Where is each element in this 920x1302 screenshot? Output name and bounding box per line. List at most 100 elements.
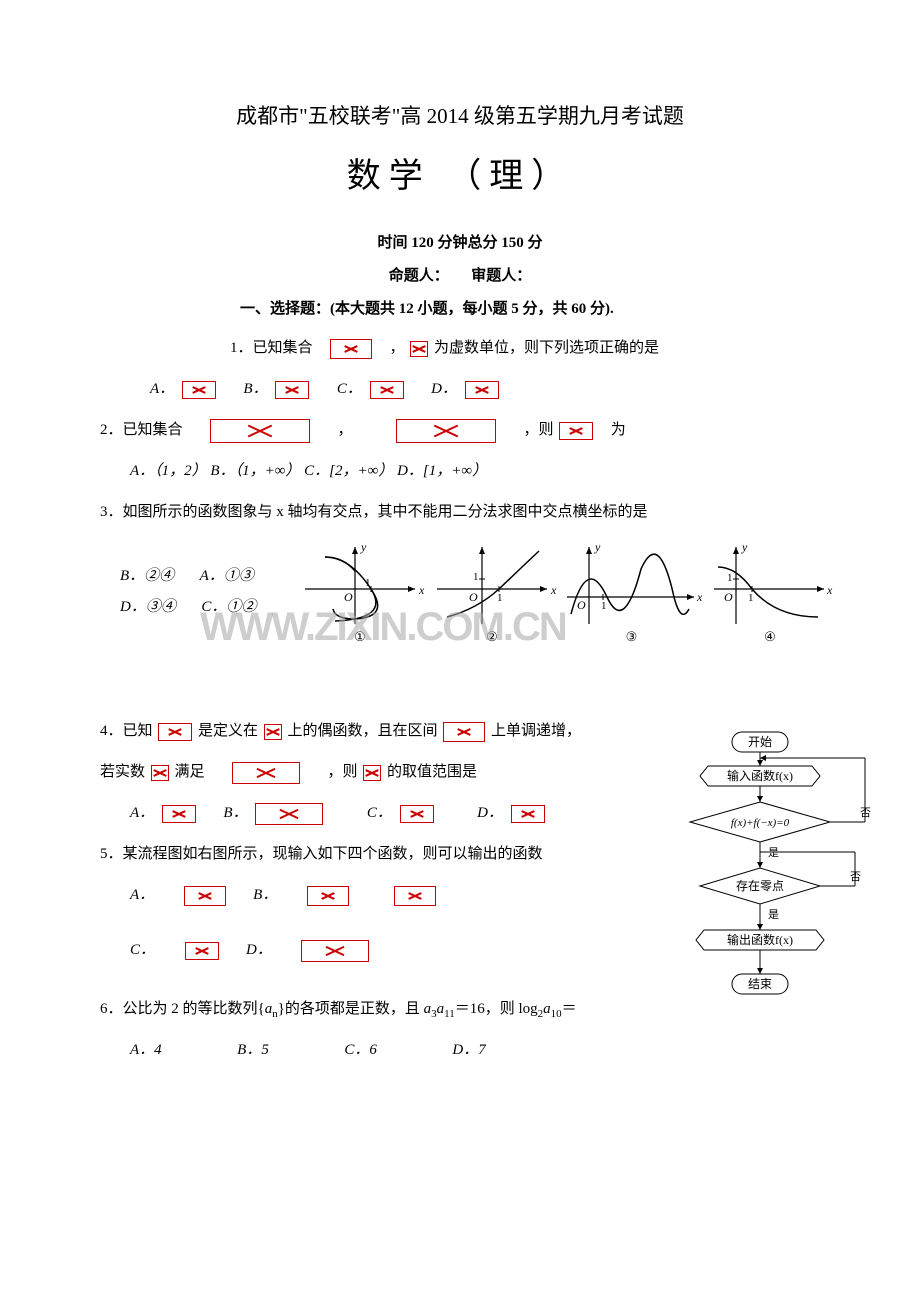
missing-image-icon: [210, 419, 310, 443]
missing-image-icon: [301, 940, 369, 962]
svg-text:f(x)+f(−x)=0: f(x)+f(−x)=0: [731, 817, 790, 829]
q2-stem: 2．已知集合 ， ，则 为: [100, 414, 820, 447]
q6-opt-a: A．4: [130, 1042, 162, 1058]
q2-opt-a: A．（1，2）: [130, 463, 207, 479]
q4-opt-c: C．: [367, 805, 392, 821]
q5-options-row1: A． B．: [130, 879, 610, 912]
q3-graphs-row: B．②④ A．①③ D．③④ C．①② x y O 1: [100, 539, 820, 645]
svg-text:y: y: [594, 540, 601, 554]
q3-graph-1: x y O 1 ①: [295, 539, 425, 645]
exam-title-line2: 数学 （理）: [100, 148, 820, 197]
q5-opt-b: B．: [253, 887, 277, 903]
q3-graph-3: x y O 1 ③: [559, 539, 704, 645]
q6-s11: 11: [444, 1008, 455, 1020]
q6-a10: a: [543, 1001, 551, 1017]
missing-image-icon: [275, 381, 309, 399]
q4-c: 上的偶函数，且在区间: [288, 723, 438, 739]
missing-image-icon: [182, 381, 216, 399]
missing-image-icon: [184, 886, 226, 906]
q1-opt-b: B．: [243, 381, 267, 397]
q5-opt-d: D．: [246, 942, 272, 958]
missing-image-icon: [559, 422, 593, 440]
svg-text:x: x: [826, 583, 833, 597]
svg-text:y: y: [741, 540, 748, 554]
q2-text-a: 2．已知集合: [100, 422, 183, 438]
q6-opt-b: B．5: [237, 1042, 269, 1058]
svg-text:结束: 结束: [748, 977, 772, 991]
q3-graph3-label: ③: [559, 629, 704, 645]
missing-image-icon: [400, 805, 434, 823]
svg-text:1: 1: [727, 572, 733, 584]
svg-text:O: O: [344, 590, 353, 604]
missing-image-icon: [185, 942, 219, 960]
svg-text:是: 是: [768, 908, 779, 921]
q1-stem: 1．已知集合 ， 为虚数单位，则下列选项正确的是: [230, 332, 820, 365]
q4-opt-b: B．: [223, 805, 247, 821]
q1-opt-d: D．: [431, 381, 457, 397]
missing-image-icon: [264, 724, 282, 740]
q1-text-c: 为虚数单位，则下列选项正确的是: [434, 340, 659, 356]
svg-text:开始: 开始: [748, 735, 772, 749]
q1-text-b: ，: [390, 340, 405, 356]
q3-opt-d: D．③④: [120, 599, 176, 615]
q4-options: A． B． C． D．: [130, 797, 610, 830]
missing-image-icon: [232, 762, 300, 784]
q6-a: 6．公比为 2 的等比数列{: [100, 1001, 265, 1017]
q5-options-row2: C． D．: [130, 934, 610, 967]
svg-text:1: 1: [601, 600, 607, 612]
q1-opt-a: A．: [150, 381, 174, 397]
missing-image-icon: [151, 765, 169, 781]
section-1-header: 一、选择题：(本大题共 12 小题，每小题 5 分，共 60 分).: [240, 297, 820, 318]
svg-text:O: O: [469, 590, 478, 604]
q4-g: ，则: [328, 764, 358, 780]
missing-image-icon: [162, 805, 196, 823]
q4-b: 是定义在: [198, 723, 258, 739]
q3-graph4-label: ④: [706, 629, 834, 645]
svg-text:O: O: [577, 598, 586, 612]
q2-text-b: ，: [338, 422, 353, 438]
svg-text:O: O: [724, 590, 733, 604]
q1-opt-c: C．: [337, 381, 362, 397]
q4-a: 4．已知: [100, 723, 153, 739]
exam-authors: 命题人： 审题人：: [100, 264, 820, 285]
q6-b: }的各项都是正数，且: [278, 1001, 424, 1017]
missing-image-icon: [307, 886, 349, 906]
q6-options: A．4 B．5 C．6 D．7: [130, 1034, 820, 1067]
svg-text:输入函数f(x): 输入函数f(x): [727, 768, 793, 783]
q4-stem-line2: 若实数 满足 ，则 的取值范围是: [100, 756, 610, 789]
q4-d: 上单调递增，: [491, 723, 581, 739]
svg-text:1: 1: [748, 592, 754, 604]
q4-h: 的取值范围是: [387, 764, 477, 780]
q3-graph-2: x O 1 1 ②: [427, 539, 557, 645]
missing-image-icon: [396, 419, 496, 443]
q2-options: A．（1，2） B．（1，+∞） C．[2，+∞） D．[1，+∞）: [130, 455, 820, 488]
missing-image-icon: [465, 381, 499, 399]
q6-opt-d: D．7: [452, 1042, 485, 1058]
q4-opt-a: A．: [130, 805, 154, 821]
missing-image-icon: [443, 722, 485, 742]
q2-opt-d: D．[1，+∞）: [397, 463, 487, 479]
missing-image-icon: [330, 339, 372, 359]
svg-text:x: x: [550, 583, 557, 597]
missing-image-icon: [363, 765, 381, 781]
svg-text:1: 1: [473, 571, 479, 583]
svg-text:y: y: [360, 540, 367, 554]
svg-text:1: 1: [497, 592, 503, 604]
q4-opt-d: D．: [477, 805, 503, 821]
svg-text:x: x: [418, 583, 425, 597]
missing-image-icon: [410, 341, 428, 357]
q4-stem-line1: 4．已知 是定义在 上的偶函数，且在区间 上单调递增，: [100, 715, 610, 748]
missing-image-icon: [394, 886, 436, 906]
q4-e: 若实数: [100, 764, 145, 780]
q2-opt-b: B．（1，+∞）: [210, 463, 300, 479]
exam-time-score: 时间 120 分钟总分 150 分: [100, 231, 820, 252]
missing-image-icon: [158, 723, 192, 741]
q3-stem: 3．如图所示的函数图象与 x 轴均有交点，其中不能用二分法求图中交点横坐标的是: [100, 496, 820, 529]
q3-options: B．②④ A．①③ D．③④ C．①②: [100, 561, 295, 624]
q4-f: 满足: [175, 764, 205, 780]
q3-opt-a: A．①③: [200, 568, 254, 584]
svg-text:x: x: [696, 590, 703, 604]
q5-stem: 5．某流程图如右图所示，现输入如下四个函数，则可以输出的函数: [100, 838, 610, 871]
q6-opt-c: C．6: [344, 1042, 377, 1058]
q2-text-c: ，则: [524, 422, 554, 438]
